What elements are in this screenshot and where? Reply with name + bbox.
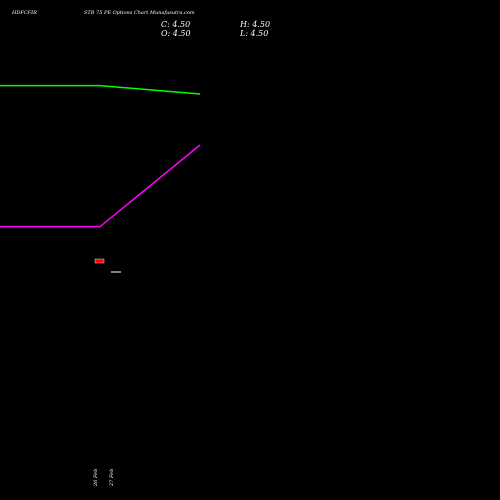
chart-description: STB 75 PE Options Chart Munafasutra.com: [84, 10, 195, 16]
close-value: C: 4.50: [161, 20, 191, 29]
x-tick-label: 27 Feb: [109, 469, 115, 487]
series-line-1: [0, 84, 201, 95]
candle-1: [94, 258, 105, 264]
x-axis-labels: 26 Feb 27 Feb: [93, 469, 115, 487]
series-line-2: [0, 144, 201, 228]
high-value: H: 4.50: [240, 20, 271, 29]
low-value: L: 4.50: [240, 29, 269, 38]
x-tick-label: 26 Feb: [93, 469, 99, 487]
series-layer: [0, 84, 201, 228]
symbol-label: HDFCFIR: [12, 10, 37, 16]
candle-layer: [94, 258, 121, 273]
open-value: O: 4.50: [161, 29, 191, 38]
